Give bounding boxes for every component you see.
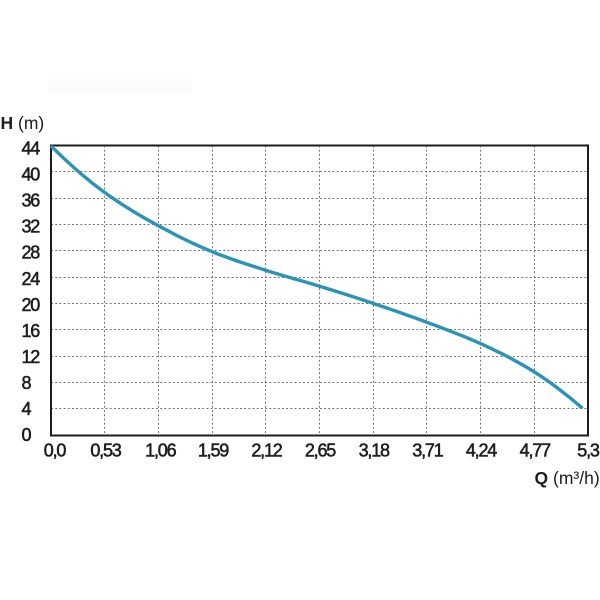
svg-text:3,71: 3,71 — [412, 441, 443, 461]
svg-text:44: 44 — [22, 139, 41, 159]
svg-text:12: 12 — [22, 347, 41, 367]
svg-text:4: 4 — [22, 399, 32, 419]
svg-text:0: 0 — [22, 425, 32, 445]
svg-text:4,24: 4,24 — [466, 441, 497, 461]
svg-text:4,77: 4,77 — [520, 441, 551, 461]
svg-text:0,53: 0,53 — [90, 441, 121, 461]
svg-text:1,59: 1,59 — [198, 441, 229, 461]
svg-text:H (m): H (m) — [1, 113, 45, 133]
svg-text:2,12: 2,12 — [251, 441, 282, 461]
svg-text:Q (m³/h): Q (m³/h) — [535, 468, 600, 488]
svg-text:36: 36 — [22, 191, 41, 211]
svg-text:8: 8 — [22, 373, 32, 393]
svg-text:1,06: 1,06 — [145, 441, 176, 461]
svg-text:28: 28 — [22, 243, 41, 263]
svg-text:32: 32 — [22, 217, 41, 237]
svg-text:2,65: 2,65 — [305, 441, 336, 461]
svg-text:24: 24 — [22, 269, 41, 289]
svg-text:5,3: 5,3 — [577, 441, 600, 461]
svg-text:0,0: 0,0 — [44, 441, 67, 461]
svg-text:20: 20 — [22, 295, 41, 315]
svg-text:40: 40 — [22, 165, 41, 185]
svg-text:3,18: 3,18 — [359, 441, 390, 461]
svg-text:16: 16 — [22, 321, 41, 341]
